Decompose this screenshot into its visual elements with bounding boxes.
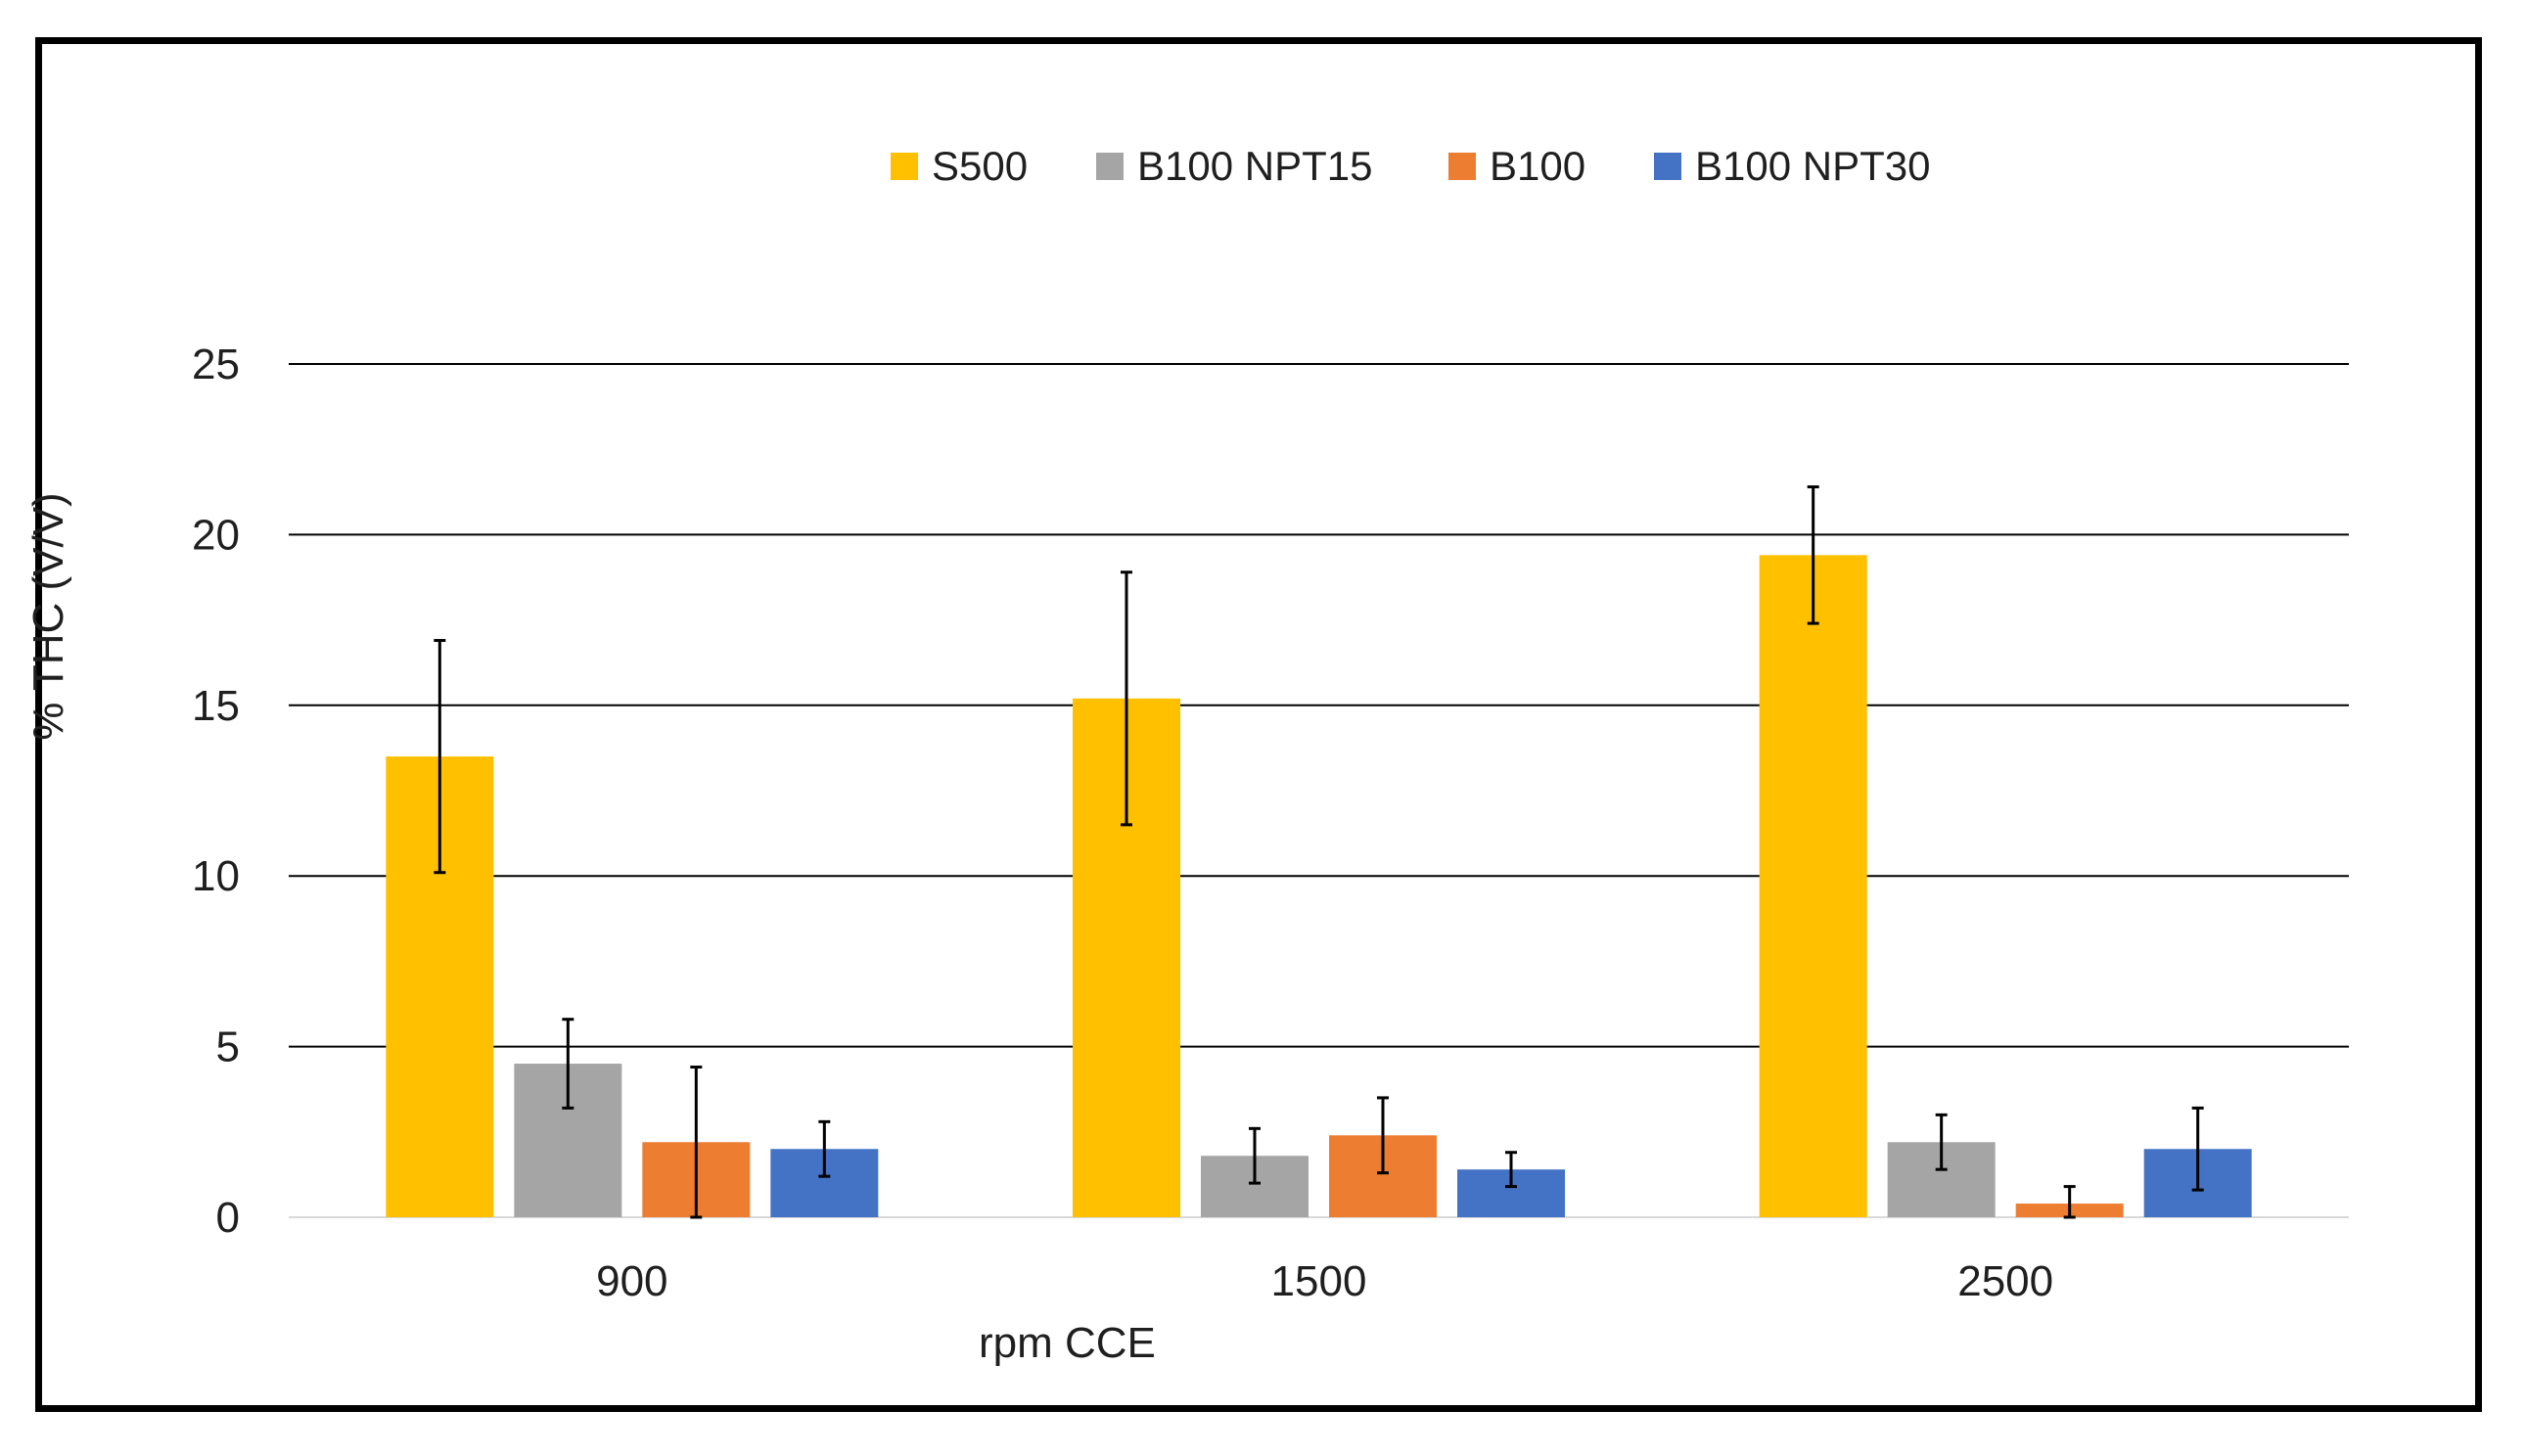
y-tick-label: 5 (216, 1024, 240, 1071)
legend-swatch (1654, 153, 1681, 180)
legend-label: B100 (1490, 143, 1586, 189)
x-tick-label: 900 (596, 1257, 667, 1305)
y-axis-label: % THC (V/V) (24, 492, 72, 741)
y-tick-label: 15 (192, 682, 240, 730)
legend-swatch (1448, 153, 1476, 180)
bar (1759, 555, 1867, 1217)
x-tick-label: 2500 (1957, 1257, 2053, 1305)
legend-item: S500 (891, 143, 1028, 190)
legend-item: B100 (1448, 143, 1585, 190)
y-tick-label: 25 (192, 341, 240, 388)
legend-label: B100 NPT30 (1695, 143, 1931, 189)
legend-label: S500 (932, 143, 1029, 189)
y-tick-label: 0 (216, 1194, 240, 1242)
legend-item: B100 NPT15 (1096, 143, 1372, 190)
legend-swatch (891, 153, 918, 180)
y-tick-label: 10 (192, 852, 240, 900)
y-tick-label: 20 (192, 511, 240, 559)
legend-item: B100 NPT30 (1654, 143, 1930, 190)
x-tick-label: 1500 (1271, 1257, 1367, 1305)
legend-label: B100 NPT15 (1137, 143, 1373, 189)
legend-swatch (1096, 153, 1124, 180)
x-axis-label: rpm CCE (979, 1319, 1156, 1367)
